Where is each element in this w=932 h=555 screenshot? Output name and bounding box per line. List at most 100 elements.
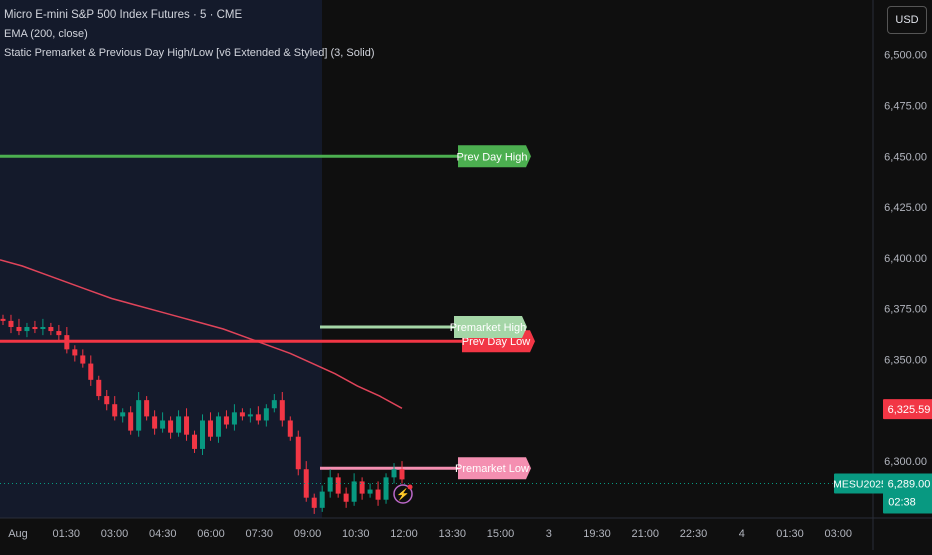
candle-body [104, 396, 110, 405]
x-tick-label: Aug [8, 528, 28, 540]
candle-body [48, 326, 54, 332]
level-label-flag [458, 457, 531, 480]
candle-body [383, 477, 389, 500]
candle-body [64, 335, 70, 350]
candle-body [311, 497, 317, 508]
x-tick-label: 19:30 [583, 528, 611, 540]
ema-price-tag [883, 399, 932, 420]
level-label: Prev Day Low [462, 336, 531, 348]
candle-body [367, 489, 373, 494]
symbol-tag [834, 473, 886, 494]
candle-body [136, 400, 142, 431]
x-tick-label: 10:30 [342, 528, 370, 540]
x-tick-label: 09:00 [294, 528, 322, 540]
candle-body [319, 491, 325, 508]
x-tick-label: 01:30 [52, 528, 80, 540]
candle-body [263, 408, 269, 421]
x-tick-label: 3 [546, 528, 552, 540]
candle-body [295, 436, 301, 470]
candle-body [120, 412, 126, 417]
x-tick-label: 03:00 [824, 528, 852, 540]
candle-body [16, 326, 22, 332]
candle-body [391, 469, 397, 478]
candle-body [215, 416, 221, 437]
y-tick-label: 6,350.00 [884, 355, 927, 367]
x-tick-label: 4 [739, 528, 745, 540]
countdown-label: 02:38 [888, 496, 916, 508]
y-tick-label: 6,475.00 [884, 101, 927, 113]
candle-body [207, 420, 213, 437]
level-label: Premarket Low [455, 463, 529, 475]
x-tick-label: 21:00 [631, 528, 659, 540]
candle-body [231, 412, 237, 425]
candle-body [192, 434, 198, 449]
candle-body [88, 363, 94, 380]
candle-body [24, 326, 30, 332]
x-tick-label: 06:00 [197, 528, 225, 540]
y-tick-label: 6,300.00 [884, 456, 927, 468]
y-tick-label: 6,375.00 [884, 304, 927, 316]
session-shade [0, 0, 322, 518]
candle-body [239, 412, 245, 417]
ema-legend[interactable]: EMA (200, close) [4, 28, 88, 40]
candle-body [255, 414, 261, 421]
ema-price-label: 6,325.59 [888, 404, 931, 416]
candle-body [40, 326, 46, 330]
candle-body [56, 331, 62, 336]
candle-body [303, 469, 309, 498]
candle-body [375, 489, 381, 500]
y-tick-label: 6,400.00 [884, 253, 927, 265]
alert-icon[interactable] [393, 484, 413, 504]
chart-legend: Micro E-mini S&P 500 Index Futures · 5 ·… [4, 6, 375, 63]
symbol-tag-label: MESU2025 [833, 478, 887, 490]
candle-body [96, 379, 102, 397]
candle-body [0, 318, 6, 321]
candle-body [335, 477, 341, 494]
x-tick-label: 04:30 [149, 528, 177, 540]
x-tick-label: 03:00 [101, 528, 129, 540]
candle-body [128, 412, 134, 431]
candle-body [32, 326, 38, 330]
candle-body [351, 481, 357, 502]
level-label: Prev Day High [457, 151, 528, 163]
candle-body [279, 400, 285, 421]
candle-body [359, 481, 365, 494]
x-tick-label: 01:30 [776, 528, 804, 540]
candle-body [271, 400, 277, 409]
candle-body [168, 420, 174, 433]
x-tick-label: 13:30 [438, 528, 466, 540]
candle-body [327, 477, 333, 492]
candle-body [247, 414, 253, 417]
candle-body [176, 416, 182, 433]
candle-body [72, 349, 78, 356]
lightning-icon: ⚡ [396, 488, 410, 501]
x-tick-label: 12:00 [390, 528, 418, 540]
candle-body [8, 320, 14, 327]
candle-body [112, 404, 118, 417]
last-price-tag [883, 473, 932, 514]
x-tick-label: 15:00 [487, 528, 515, 540]
x-tick-label: 22:30 [680, 528, 708, 540]
indicator-legend[interactable]: Static Premarket & Previous Day High/Low… [4, 47, 375, 59]
candle-body [80, 355, 86, 364]
y-tick-label: 6,500.00 [884, 50, 927, 62]
candle-body [152, 416, 158, 429]
candle-body [399, 469, 405, 480]
last-price-label: 6,289.00 [888, 478, 931, 490]
candle-body [160, 420, 166, 429]
level-label: Premarket High [450, 322, 526, 334]
alert-dot [407, 484, 413, 490]
symbol-title[interactable]: Micro E-mini S&P 500 Index Futures · 5 ·… [4, 9, 243, 21]
currency-button[interactable]: USD [887, 6, 927, 34]
candle-body [200, 420, 205, 449]
candle-body [184, 416, 190, 435]
candle-body [287, 420, 293, 437]
candle-body [144, 400, 150, 417]
level-label-flag [454, 315, 527, 338]
level-label-flag [458, 145, 531, 168]
y-tick-label: 6,450.00 [884, 151, 927, 163]
candle-body [343, 493, 349, 502]
y-tick-label: 6,425.00 [884, 202, 927, 214]
